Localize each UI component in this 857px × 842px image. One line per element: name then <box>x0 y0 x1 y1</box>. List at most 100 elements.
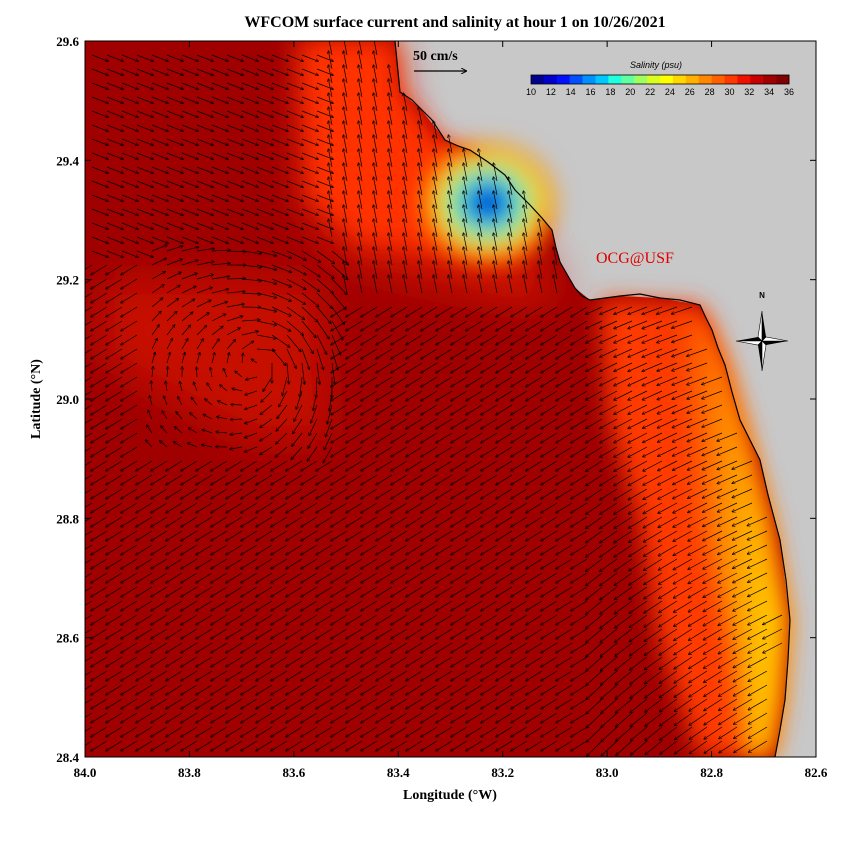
current-vector <box>211 194 228 201</box>
current-vector <box>85 320 93 326</box>
current-vector <box>271 320 291 331</box>
current-vector <box>358 261 363 280</box>
current-vector <box>538 247 543 266</box>
colorbar-title: Salinity (psu) <box>630 60 682 70</box>
current-vector <box>181 110 198 117</box>
current-vector <box>136 124 153 131</box>
current-vector <box>106 320 123 331</box>
current-vector <box>316 250 335 264</box>
current-vector <box>628 306 648 314</box>
current-vector <box>346 376 363 387</box>
current-vector <box>406 334 423 345</box>
current-vector <box>403 121 408 140</box>
current-vector <box>106 348 123 359</box>
current-vector <box>523 233 528 252</box>
current-vector <box>586 306 603 314</box>
current-vector <box>226 353 229 364</box>
current-vector <box>508 275 513 294</box>
current-vector <box>271 334 290 347</box>
colorbar-tick-label: 14 <box>566 87 576 97</box>
current-vector <box>672 362 693 371</box>
current-vector <box>448 177 453 196</box>
current-vector <box>556 320 573 331</box>
current-vector <box>358 65 363 84</box>
current-vector <box>373 163 378 182</box>
current-vector <box>241 264 261 267</box>
current-vector <box>136 54 153 61</box>
current-vector <box>403 233 408 252</box>
current-vector <box>478 191 483 210</box>
current-vector <box>91 124 108 131</box>
current-vector <box>121 320 138 331</box>
current-vector <box>614 306 633 314</box>
current-vector <box>196 152 213 159</box>
current-vector <box>91 54 108 61</box>
current-vector <box>151 272 165 280</box>
current-vector <box>343 149 348 168</box>
current-vector <box>448 205 453 224</box>
colorbar-swatch <box>595 75 609 84</box>
current-vector <box>331 306 348 317</box>
current-vector <box>181 166 198 173</box>
current-vector <box>316 264 334 278</box>
current-vector <box>91 236 108 243</box>
current-vector <box>181 138 198 145</box>
current-vector <box>433 219 438 238</box>
current-vector <box>181 54 198 61</box>
current-vector <box>211 110 228 117</box>
current-vector <box>286 166 303 173</box>
current-vector <box>496 376 513 387</box>
current-vector <box>241 68 258 75</box>
ocg-watermark: OCG@USF <box>596 250 674 267</box>
current-vector <box>403 247 408 266</box>
current-vector <box>478 261 483 280</box>
current-vector <box>328 79 333 98</box>
current-vector <box>256 138 273 145</box>
current-vector <box>211 208 228 215</box>
current-vector <box>343 233 348 252</box>
current-vector <box>403 219 408 238</box>
current-vector <box>526 362 543 373</box>
current-vector <box>151 325 159 336</box>
current-vector <box>463 233 468 252</box>
current-vector <box>628 320 648 329</box>
current-vector <box>91 180 108 187</box>
current-vector <box>151 124 168 131</box>
current-vector <box>600 320 618 329</box>
current-vector <box>481 320 498 331</box>
current-vector <box>196 287 212 294</box>
current-vector <box>657 320 678 328</box>
x-tick-label: 83.8 <box>178 765 201 780</box>
current-vector <box>343 65 348 84</box>
current-vector <box>106 208 123 215</box>
current-vector <box>421 320 438 331</box>
colorbar-tick-label: 18 <box>605 87 615 97</box>
current-vector <box>181 124 198 131</box>
current-vector <box>196 194 213 201</box>
current-vector <box>256 68 273 75</box>
current-vector <box>181 312 193 322</box>
x-tick-label: 83.0 <box>596 765 619 780</box>
current-vector <box>481 376 498 387</box>
current-vector <box>136 138 153 145</box>
current-vector <box>496 306 513 317</box>
current-vector <box>343 79 348 98</box>
colorbar-swatch <box>634 75 648 84</box>
current-vector <box>106 334 123 345</box>
current-vector <box>121 278 138 289</box>
current-vector <box>463 191 468 210</box>
current-vector <box>181 325 190 336</box>
current-vector <box>286 306 305 320</box>
current-vector <box>388 163 393 182</box>
current-vector <box>418 191 423 210</box>
current-vector <box>343 107 348 126</box>
current-vector <box>263 376 273 391</box>
current-vector <box>493 247 498 266</box>
current-vector <box>642 306 663 314</box>
current-vector <box>523 219 528 238</box>
current-vector <box>463 149 468 168</box>
x-tick-label: 83.2 <box>491 765 514 780</box>
current-vector <box>418 233 423 252</box>
current-vector <box>286 138 303 145</box>
current-vector <box>328 149 333 168</box>
